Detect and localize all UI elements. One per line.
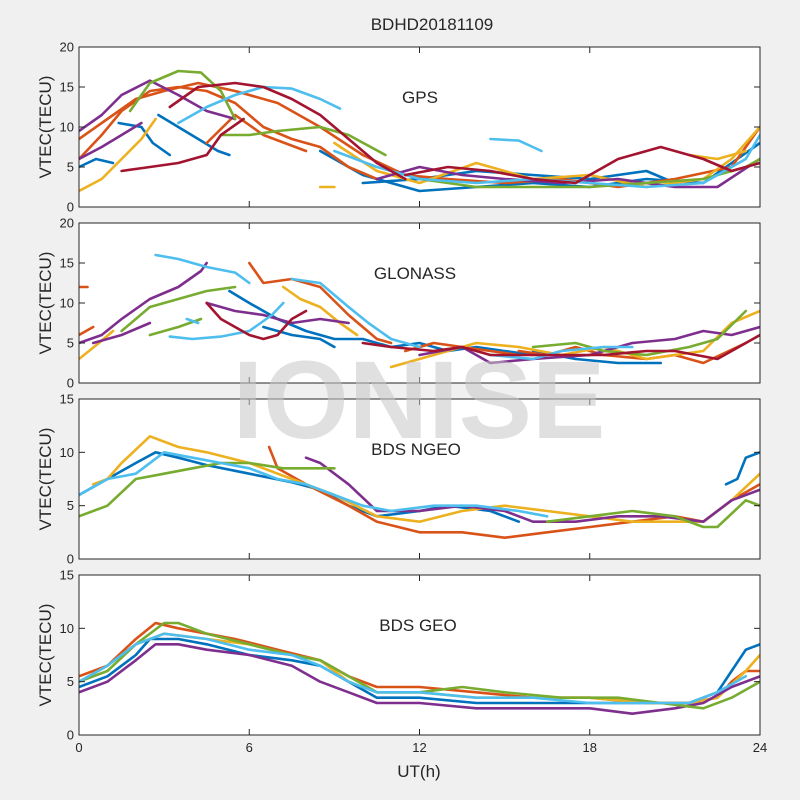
series-line: [333, 125, 760, 189]
series-line: [318, 141, 760, 193]
series-line: [79, 329, 115, 361]
series-line: [79, 79, 237, 133]
panel-label: BDS NGEO: [371, 440, 461, 459]
series-line: [79, 261, 208, 345]
y-tick-label: 15: [60, 80, 74, 95]
x-tick-label: 6: [246, 740, 253, 755]
panel-label: BDS GEO: [379, 616, 456, 635]
panels: 0 5 10 15 20 VTEC(TECU) GPS 0 5 10 15 20 VTEC(TECU) G…: [36, 40, 767, 756]
panel-label: GLONASS: [374, 264, 456, 283]
series-line: [262, 325, 336, 349]
series-line: [489, 345, 634, 361]
y-tick-label: 15: [60, 256, 74, 271]
panel-bds-geo: 0 6 12 18 24 0 5 10 15 VTEC(TECU) BDS GEO: [36, 568, 767, 756]
series-line: [290, 277, 421, 349]
y-tick-label: 10: [60, 296, 74, 311]
y-tick-label: 0: [67, 376, 74, 391]
x-tick-label: 12: [412, 740, 426, 755]
figure-title: BDHD20181109: [371, 15, 494, 34]
y-tick-label: 10: [60, 621, 74, 636]
series-line: [120, 117, 245, 173]
series-line: [79, 117, 157, 193]
y-axis-label: VTEC(TECU): [36, 252, 55, 355]
series-line: [404, 145, 760, 185]
y-tick-label: 5: [67, 498, 74, 513]
series-line: [282, 285, 359, 337]
series-line: [91, 435, 760, 523]
series-line: [79, 451, 549, 518]
series-line: [154, 253, 251, 285]
y-tick-label: 0: [67, 552, 74, 567]
series-line: [79, 85, 379, 181]
series-line: [205, 113, 308, 153]
y-tick-label: 5: [67, 160, 74, 175]
y-tick-label: 10: [60, 120, 74, 135]
watermark: IONISE: [233, 339, 606, 462]
series-line: [79, 325, 95, 337]
series-line: [205, 301, 308, 341]
series-line: [120, 285, 237, 333]
series-line: [361, 333, 760, 361]
y-tick-label: 10: [60, 445, 74, 460]
series-line: [724, 451, 760, 486]
x-tick-label: 18: [583, 740, 597, 755]
series-line: [489, 137, 543, 153]
plot-area: [79, 223, 760, 383]
y-tick-label: 20: [60, 40, 74, 55]
y-axis-label: VTEC(TECU): [36, 428, 55, 531]
series-line: [91, 321, 152, 345]
y-tick-label: 15: [60, 392, 74, 407]
series-line: [128, 69, 237, 121]
series-line: [79, 643, 760, 715]
series-line: [168, 301, 285, 341]
series-line: [117, 121, 172, 157]
series-line: [219, 125, 387, 157]
series-line: [205, 301, 350, 325]
series-line: [168, 81, 407, 181]
panel-glonass: 0 5 10 15 20 VTEC(TECU) GLONASS: [36, 216, 761, 391]
series-line: [157, 113, 231, 157]
panel-label: GPS: [402, 88, 438, 107]
series-line: [79, 461, 336, 518]
y-tick-label: 5: [67, 674, 74, 689]
y-axis-label: VTEC(TECU): [36, 76, 55, 179]
x-tick-label: 24: [753, 740, 767, 755]
series-line: [531, 309, 748, 357]
plot-area: [79, 47, 760, 207]
series-line: [79, 121, 143, 161]
y-tick-label: 0: [67, 200, 74, 215]
series-line: [79, 632, 748, 705]
y-tick-label: 5: [67, 336, 74, 351]
plot-area: [79, 575, 760, 735]
y-tick-label: 0: [67, 728, 74, 743]
series-line: [304, 456, 760, 523]
series-line: [545, 499, 760, 529]
y-tick-label: 20: [60, 216, 74, 231]
y-axis-label: VTEC(TECU): [36, 604, 55, 707]
x-tick-label: 0: [75, 740, 82, 755]
series-line: [79, 157, 115, 169]
series-line: [248, 261, 393, 345]
x-axis-label: UT(h): [397, 762, 440, 781]
panel-gps: 0 5 10 15 20 VTEC(TECU) GPS: [36, 40, 761, 215]
y-tick-label: 15: [60, 568, 74, 583]
series-line: [418, 325, 760, 365]
series-line: [185, 317, 200, 325]
panel-bds-ngeo: 0 5 10 15 VTEC(TECU) BDS NGEO: [36, 392, 761, 567]
